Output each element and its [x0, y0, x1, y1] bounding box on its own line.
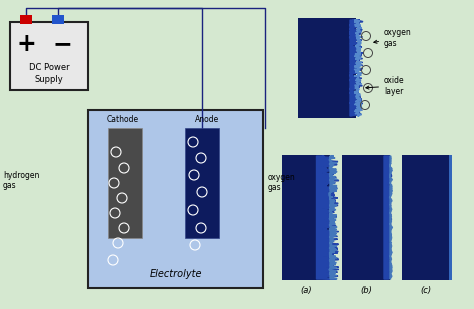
- Text: DC Power: DC Power: [29, 62, 69, 71]
- Polygon shape: [390, 156, 392, 279]
- Polygon shape: [354, 20, 362, 116]
- Bar: [20, 15, 32, 24]
- Text: Cathode: Cathode: [107, 116, 139, 125]
- Text: −: −: [52, 32, 72, 56]
- Text: Electrolyte: Electrolyte: [149, 269, 202, 279]
- Bar: [52, 15, 64, 24]
- Text: (b): (b): [360, 286, 372, 294]
- Text: gas: gas: [268, 184, 282, 193]
- Text: oxygen
gas: oxygen gas: [374, 28, 412, 48]
- Text: oxide
layer: oxide layer: [366, 76, 405, 96]
- Bar: [282, 155, 330, 280]
- Text: hydrogen: hydrogen: [3, 171, 39, 180]
- Text: gas: gas: [3, 180, 17, 189]
- Polygon shape: [317, 156, 339, 279]
- Text: +: +: [16, 32, 36, 56]
- Text: (a): (a): [300, 286, 312, 294]
- Bar: [449, 155, 452, 280]
- Bar: [298, 18, 356, 118]
- Bar: [342, 155, 390, 280]
- Bar: [402, 155, 450, 280]
- Polygon shape: [349, 20, 363, 116]
- Bar: [88, 110, 263, 288]
- Text: (c): (c): [420, 286, 431, 294]
- Text: Anode: Anode: [195, 116, 219, 125]
- Polygon shape: [329, 156, 337, 279]
- Text: Supply: Supply: [35, 74, 64, 83]
- Polygon shape: [384, 156, 392, 279]
- Text: oxygen: oxygen: [268, 173, 296, 183]
- Bar: [10, 22, 88, 90]
- Bar: [185, 128, 219, 238]
- Bar: [108, 128, 142, 238]
